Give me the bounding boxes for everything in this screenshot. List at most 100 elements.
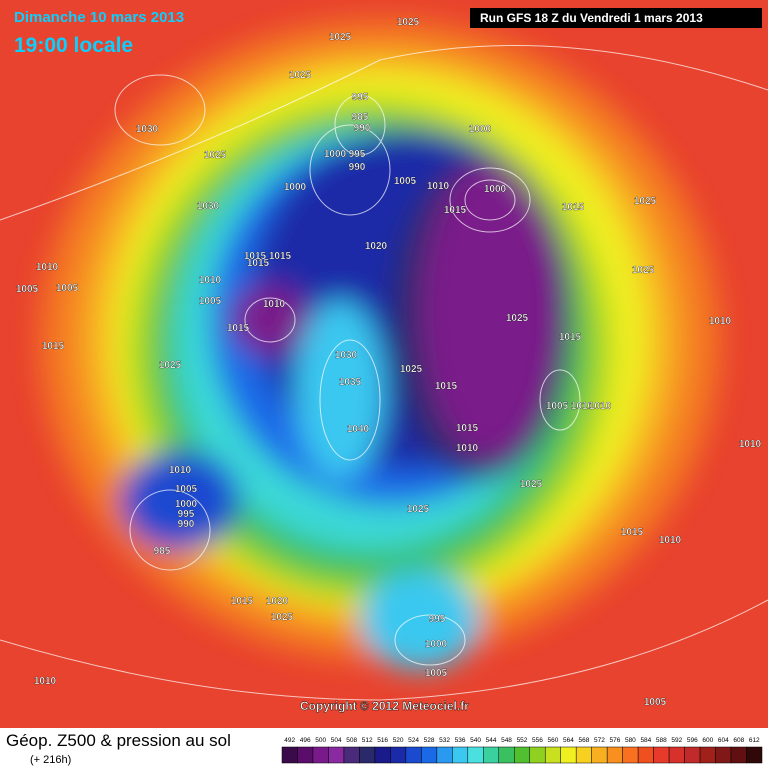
scale-label: 528	[424, 737, 435, 744]
scale-swatch	[684, 746, 701, 764]
pressure-label: 1015	[562, 202, 585, 213]
scale-label: 548	[501, 737, 512, 744]
scale-swatch	[514, 746, 530, 764]
scale-swatch	[405, 746, 422, 764]
scale-label: 508	[346, 737, 357, 744]
scale-swatch	[359, 746, 376, 764]
pressure-label: 1025	[329, 32, 352, 43]
scale-label: 552	[517, 737, 528, 744]
pressure-label: 1005	[394, 176, 417, 187]
scale-label: 588	[656, 737, 667, 744]
pressure-label: 1010	[456, 443, 479, 454]
pressure-label: 1015	[269, 251, 292, 262]
pressure-label: 1000	[425, 639, 448, 650]
scale-label: 536	[455, 737, 466, 744]
scale-swatch	[436, 746, 453, 764]
lead-time: (+ 216h)	[30, 754, 71, 766]
scale-swatch	[544, 746, 561, 764]
scale-swatch	[498, 746, 515, 764]
scale-swatch	[715, 746, 732, 764]
scale-swatch	[328, 746, 345, 764]
pressure-label: 1020	[365, 241, 388, 252]
time: 19:00 locale	[14, 34, 133, 57]
scale-swatch	[591, 746, 608, 764]
scale-swatch	[483, 746, 500, 764]
scale-swatch	[653, 746, 670, 764]
pressure-label: 1025	[634, 196, 657, 207]
scale-swatch	[312, 746, 329, 764]
scale-label: 540	[470, 737, 481, 744]
scale-label: 544	[486, 737, 497, 744]
pressure-label: 995	[349, 149, 366, 160]
pressure-label: 1030	[136, 124, 159, 135]
scale-label: 608	[733, 737, 744, 744]
pressure-label: 1025	[632, 265, 655, 276]
scale-label: 584	[640, 737, 651, 744]
pressure-label: 995	[178, 509, 195, 520]
pressure-label: 1010	[263, 299, 286, 310]
pressure-label: 1030	[335, 350, 358, 361]
pressure-label: 1010	[427, 181, 450, 192]
copyright: Copyright © 2012 Meteociel.fr	[300, 699, 469, 713]
pressure-label: 1010	[709, 316, 732, 327]
pressure-label: 1025	[271, 612, 294, 623]
pressure-label: 1005	[199, 296, 222, 307]
pressure-label: 1025	[400, 364, 423, 375]
pressure-label: 1020	[266, 596, 289, 607]
scale-label: 556	[532, 737, 543, 744]
scale-swatch	[668, 746, 685, 764]
pressure-label: 985	[352, 112, 369, 123]
scale-label: 572	[594, 737, 605, 744]
pressure-label: 1025	[159, 360, 182, 371]
pressure-label: 1005	[425, 668, 448, 679]
scale-label: 532	[439, 737, 450, 744]
scale-label: 612	[749, 737, 760, 744]
scale-label: 500	[315, 737, 326, 744]
scale-label: 580	[625, 737, 636, 744]
scale-label: 504	[331, 737, 342, 744]
scale-swatch	[374, 746, 391, 764]
scale-label: 564	[563, 737, 574, 744]
pressure-label: 1025	[520, 479, 543, 490]
pressure-label: 1040	[347, 424, 370, 435]
scale-swatch	[281, 746, 298, 764]
pressure-label: 1010	[571, 401, 594, 412]
scale-swatch	[467, 746, 484, 764]
pressure-label: 1015	[227, 323, 250, 334]
scale-label: 520	[393, 737, 404, 744]
pressure-label: 1000	[284, 182, 307, 193]
scale-label: 568	[579, 737, 590, 744]
pressure-label: 995	[352, 92, 369, 103]
scale-swatch	[746, 746, 763, 764]
scale-swatch	[390, 746, 407, 764]
pressure-label: 990	[178, 519, 195, 530]
pressure-label: 1005	[546, 401, 569, 412]
scale-label: 492	[284, 737, 295, 744]
pressure-label: 1000	[175, 499, 198, 510]
pressure-label: 1015	[435, 381, 458, 392]
scale-swatch	[529, 746, 546, 764]
pressure-label: 990	[354, 123, 371, 134]
scale-label: 516	[377, 737, 388, 744]
pressure-label: 1030	[197, 201, 220, 212]
scale-swatch	[575, 746, 592, 764]
scale-swatch	[699, 746, 716, 764]
legend-title: Géop. Z500 & pression au sol	[6, 731, 231, 750]
pressure-label: 1010	[739, 439, 762, 450]
pressure-label: 1005	[56, 283, 79, 294]
scale-swatch	[637, 746, 654, 764]
pressure-label: 1015	[444, 205, 467, 216]
pressure-label: 990	[349, 162, 366, 173]
scale-label: 592	[671, 737, 682, 744]
pressure-label: 1010	[169, 465, 192, 476]
scale-swatch	[622, 746, 639, 764]
scale-label: 512	[362, 737, 373, 744]
pressure-label: 1000	[324, 149, 347, 160]
z500-field	[0, 0, 768, 728]
date: Dimanche 10 mars 2013	[14, 9, 184, 26]
run: Run GFS 18 Z du Vendredi 1 mars 2013	[480, 11, 703, 25]
pressure-label: 1015	[244, 251, 267, 262]
pressure-label: 1010	[34, 676, 57, 687]
scale-swatch	[606, 746, 623, 764]
